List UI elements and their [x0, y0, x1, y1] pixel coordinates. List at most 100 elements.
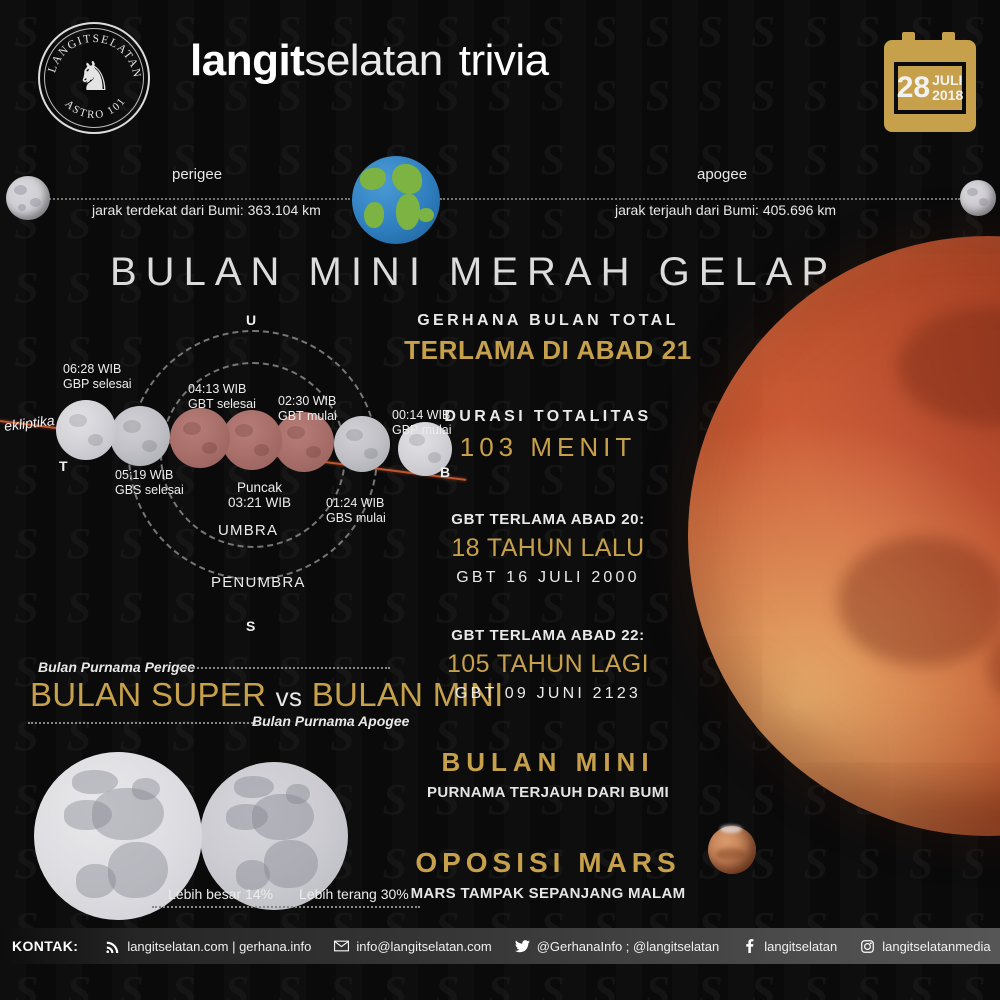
event-name-5: GBS mulai: [326, 511, 386, 525]
calendar-year: 2018: [932, 87, 964, 103]
rss-icon: [104, 939, 121, 954]
eclipse-moon-3: [274, 412, 334, 472]
langitselatan-logo[interactable]: LANGITSELATAN ASTRO 101 ♞: [38, 22, 150, 134]
peak-label: Puncak: [237, 480, 283, 495]
event-name-2: GBS selesai: [115, 483, 184, 497]
eclipse-moon-2: [334, 416, 390, 472]
umbra-label: UMBRA: [218, 522, 279, 539]
main-heading: BULAN MINI MERAH GELAP: [110, 250, 838, 294]
stat-gbt-caption: GERHANA BULAN TOTAL: [417, 312, 679, 329]
apogee-label: apogee: [697, 166, 748, 183]
title-bulan-super: BULAN SUPER: [30, 676, 276, 713]
footer-email-text: info@langitselatan.com: [356, 938, 492, 954]
calendar-screen: 28 JULI 2018: [894, 62, 966, 114]
eclipse-moon-5: [170, 408, 230, 468]
divider-bottom: [28, 722, 256, 724]
event-name-1: GBP selesai: [63, 377, 132, 391]
title-bulan-mini: BULAN MINI: [302, 676, 504, 713]
perigee-label: perigee: [172, 166, 223, 183]
calendar-date-badge: 28 JULI 2018: [884, 32, 976, 132]
calendar-body: 28 JULI 2018: [884, 40, 976, 132]
footer-twitter-text: @GerhanaInfo ; @langitselatan: [536, 938, 720, 954]
footer-item-twitter[interactable]: @GerhanaInfo ; @langitselatan: [514, 938, 720, 954]
calendar-inner: 28 JULI 2018: [896, 66, 963, 110]
footer-instagram-text: langitselatanmedia: [882, 938, 991, 954]
orbit-dotted-line-right: [440, 198, 960, 200]
minimoon-image: [200, 762, 348, 910]
peak-time: 03:21 WIB: [228, 495, 292, 510]
footer-website-text: langitselatan.com | gerhana.info: [127, 938, 312, 954]
footer-kontak-label: KONTAK:: [12, 938, 79, 954]
contact-footer: KONTAK: langitselatan.com | gerhana.info…: [0, 928, 1000, 964]
footer-item-facebook[interactable]: langitselatan: [741, 939, 837, 954]
event-label-4: 02:30 WIB GBT mulai: [278, 394, 337, 424]
stat-bulanmini-sub: PURNAMA TERJAUH DARI BUMI: [427, 784, 669, 801]
footer-item-instagram[interactable]: langitselatanmedia: [859, 938, 991, 954]
instagram-icon: [859, 939, 876, 954]
calendar-day: 28: [896, 71, 931, 104]
event-name-4: GBT mulai: [278, 409, 337, 423]
stat-abad20-date: GBT 16 JULI 2000: [456, 569, 640, 586]
penumbra-label: PENUMBRA: [211, 574, 306, 591]
page-title: langitselatan trivia: [190, 36, 549, 86]
compare-divider: [152, 906, 420, 908]
calendar-month: JULI: [932, 72, 963, 88]
direction-north: U: [246, 312, 257, 328]
event-name-3: GBT selesai: [188, 397, 256, 411]
stat-gbt-value: TERLAMA DI ABAD 21: [404, 335, 692, 365]
event-label-3: 04:13 WIB GBT selesai: [188, 382, 256, 412]
super-vs-mini-title: BULAN SUPER vs BULAN MINI: [30, 676, 504, 714]
logo-inner-ring: [44, 28, 144, 128]
footer-facebook-text: langitselatan: [764, 938, 838, 954]
eclipse-moon-4: [222, 410, 282, 470]
mars-dark-region: [716, 848, 746, 860]
eclipse-diagram: ekliptika U S T B 06:28 WIB GBP selesai: [0, 300, 480, 650]
label-lebih-besar: Lebih besar 14%: [168, 886, 274, 902]
stats-column: GERHANA BULAN TOTAL TERLAMA DI ABAD 21 D…: [398, 312, 698, 902]
logo-text-svg: LANGITSELATAN ASTRO 101: [46, 33, 141, 121]
mars-planet-icon: [708, 825, 756, 874]
event-time-5: 01:24 WIB: [326, 496, 385, 510]
header: LANGITSELATAN ASTRO 101 ♞ langitselatan t…: [0, 0, 1000, 150]
supermoon-image: [34, 752, 202, 920]
stat-abad22-caption: GBT TERLAMA ABAD 22:: [451, 627, 645, 644]
direction-south: S: [246, 618, 256, 634]
stat-durasi-caption: DURASI TOTALITAS: [444, 408, 652, 425]
caption-perigee-fullmoon: Bulan Purnama Perigee: [38, 659, 196, 675]
event-label-1: 06:28 WIB GBP selesai: [63, 362, 132, 392]
direction-west: T: [59, 458, 68, 474]
title-light: selatan: [304, 36, 443, 85]
eclipse-moon-6: [110, 406, 170, 466]
event-label-6: 00:14 WIB GBP mulai: [392, 408, 452, 438]
event-time-1: 06:28 WIB: [63, 362, 122, 376]
footer-item-website[interactable]: langitselatan.com | gerhana.info: [104, 939, 311, 954]
title-vs: vs: [275, 682, 303, 712]
logo-outer-ring: [38, 22, 150, 134]
twitter-icon: [514, 939, 531, 954]
event-time-2: 05:19 WIB: [115, 468, 174, 482]
apogee-moon-icon: [960, 180, 996, 216]
stat-abad22-value: 105 TAHUN LAGI: [447, 650, 649, 678]
stat-durasi-value: 103 MENIT: [459, 432, 637, 462]
envelope-icon: [333, 939, 350, 954]
event-label-5: 01:24 WIB GBS mulai: [326, 496, 386, 526]
ecliptic-label: ekliptika: [3, 411, 56, 435]
stat-abad20-value: 18 TAHUN LALU: [451, 534, 645, 562]
stat-bulanmini-title: BULAN MINI: [441, 747, 655, 777]
event-label-2: 05:19 WIB GBS selesai: [115, 468, 184, 498]
peak-label-group: Puncak 03:21 WIB: [228, 480, 291, 510]
caption-apogee-fullmoon: Bulan Purnama Apogee: [252, 713, 410, 729]
footer-item-email[interactable]: info@langitselatan.com: [333, 938, 492, 954]
divider-top: [178, 667, 390, 669]
event-name-6: GBP mulai: [392, 423, 452, 437]
title-trivia: trivia: [458, 36, 549, 85]
perigee-moon-icon: [6, 176, 50, 220]
stat-abad20-caption: GBT TERLAMA ABAD 20:: [451, 511, 645, 528]
stat-oposisimars-sub: MARS TAMPAK SEPANJANG MALAM: [410, 885, 686, 902]
calendar-month-year: JULI 2018: [932, 73, 963, 103]
perigee-distance: jarak terdekat dari Bumi: 363.104 km: [92, 202, 321, 218]
event-time-3: 04:13 WIB: [188, 382, 247, 396]
eclipse-moon-7: [56, 400, 116, 460]
event-time-4: 02:30 WIB: [278, 394, 337, 408]
title-bold: langit: [190, 36, 305, 85]
